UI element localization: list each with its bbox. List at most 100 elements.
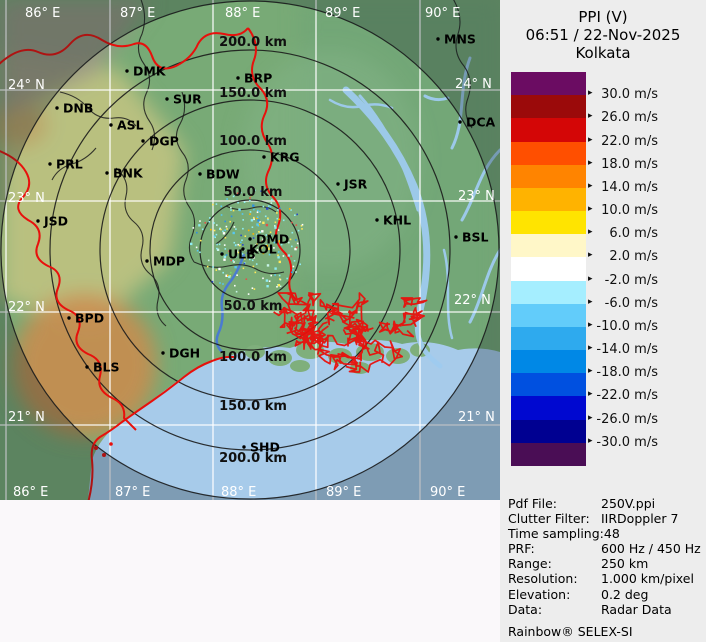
echo-pixel [269,235,272,237]
sea [88,340,500,500]
echo-pixel [290,255,293,258]
island-outline [319,298,343,326]
town-dot [242,445,246,449]
echo-pixel [228,250,230,253]
echo-pixel [284,235,287,237]
echo-pixel [271,251,273,254]
echo-pixel [238,208,241,211]
echo-pixel [249,213,251,215]
echo-pixel [252,256,255,259]
info-label: Range: [508,556,552,572]
town-label: BSL [462,230,489,245]
echo-pixel [227,274,229,277]
info-value: 250 km [601,556,649,572]
info-value: Radar Data [601,601,672,617]
town-label: BPD [75,311,104,326]
echo-pixel [261,240,263,243]
info-row: PRF: 600 Hz / 450 Hz [508,541,704,556]
echo-pixel [241,213,244,215]
legend-tick: ▸ 18.0 m/s [588,156,658,172]
echo-pixel [282,219,285,222]
range-ring-label: 50.0 km [224,299,283,314]
legend-tick: ▸ -30.0 m/s [588,435,658,450]
echo-pixel [218,243,221,246]
town-dot [48,162,52,166]
town-label: DMK [133,64,167,79]
town-label: DCA [466,115,496,130]
echo-pixel [210,228,212,231]
echo-pixel [220,228,222,231]
echo-pixel [244,235,247,237]
info-label: PRF: [508,541,535,557]
tick-value: -22.0 m/s [596,388,658,404]
blank-area [0,500,500,642]
town-dot [198,172,202,176]
town-label: BRP [244,71,272,86]
echo-pixel [288,241,290,244]
island-outline [317,348,358,371]
town-label: KHL [383,213,411,228]
range-ring-label: 200.0 km [219,451,287,466]
town-label: SUR [173,92,202,107]
legend-band [511,303,586,327]
info-value: IIRDoppler 7 [601,511,679,527]
echo-pixel [289,208,291,210]
lat-label: 24° N [8,78,45,93]
echo-pixel [250,219,254,222]
echo-pixel [269,231,272,234]
echo-pixel [229,220,231,223]
title-block: PPI (V) 06:51 / 22-Nov-2025 Kolkata [500,8,706,62]
town-dot [241,247,245,251]
echo-pixel [239,244,241,247]
echo-pixel [274,274,276,276]
echo-pixel [242,227,244,230]
echo-pixel [296,242,299,245]
echo-pixel [233,241,236,244]
lon-label: 88° E [221,485,256,500]
tick-value: -14.0 m/s [596,342,658,358]
legend-band [511,72,586,96]
echo-pixel [222,283,224,285]
echo-pixel [262,205,265,208]
echo-pixel [225,225,228,228]
echo-pixel [259,210,261,213]
echo-pixel [196,231,198,234]
range-ring-label: 100.0 km [219,134,287,149]
echo-pixel [265,234,268,236]
echo-pixel [257,224,260,227]
echo-pixel [276,286,278,288]
lon-label: 90° E [430,485,465,500]
echo-pixel [196,249,199,252]
echo-pixel [253,216,255,219]
tick-value: 14.0 m/s [601,179,658,195]
sundarbans-borders [273,292,428,373]
echo-pixel [223,244,226,246]
tick-value: 18.0 m/s [601,156,658,172]
town-label: ULB [228,247,256,262]
lon-label: 90° E [425,6,460,21]
info-row: Time sampling:48 [508,526,704,541]
town-label: JSR [343,177,368,192]
town-label: BDW [206,167,240,182]
district-borders [51,0,473,327]
echo-pixel [299,263,301,266]
echo-pixel [294,214,296,216]
echo-pixel [252,237,255,239]
town-label: KRG [270,150,300,165]
echo-pixel [255,244,257,247]
echo-pixel [237,201,239,204]
echo-pixel [276,217,279,220]
echo-pixel [224,229,226,231]
echo-pixel [233,226,236,228]
echo-pixel [219,282,221,284]
echo-pixel [274,267,277,270]
echo-pixel [259,250,261,253]
echo-pixel [253,189,256,192]
echo-pixel [280,243,283,246]
echo-pixel [225,274,228,277]
town-dot [67,316,71,320]
legend-tick: ▸ 10.0 m/s [588,203,658,218]
tick-arrow-icon: ▸ [588,250,593,261]
town-markers: DMK DNB SUR BRP MNS ASL DGP PRL BNK BDW KRG DCA JSR K… [36,32,496,455]
echo-pixel [207,259,210,262]
